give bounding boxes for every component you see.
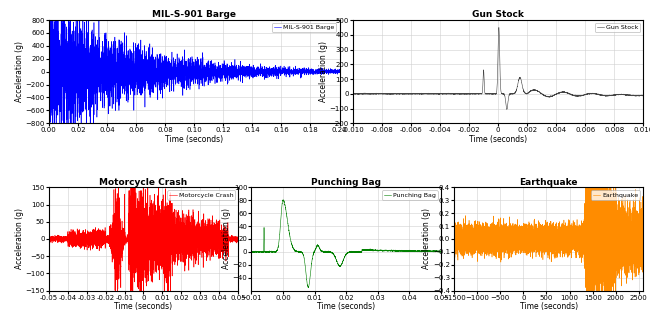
Motorcycle Crash: [79, 236, 87, 240]
X-axis label: Time (seconds): Time (seconds): [165, 135, 223, 144]
Earthquake: [584, 107, 592, 111]
MIL-S-901 Barge: [150, 82, 158, 87]
Motorcycle Crash: [187, 239, 194, 243]
Motorcycle Crash: [234, 236, 242, 240]
MIL-S-901 Barge: [261, 65, 268, 69]
Motorcycle Crash: [168, 243, 176, 247]
Motorcycle Crash: [140, 317, 148, 321]
X-axis label: Time (seconds): Time (seconds): [114, 302, 172, 311]
X-axis label: Time (seconds): Time (seconds): [317, 302, 375, 311]
Earthquake: [618, 220, 626, 224]
Legend: Earthquake: Earthquake: [591, 190, 640, 200]
Motorcycle Crash: [117, 236, 125, 240]
Earthquake: [640, 212, 647, 216]
MIL-S-901 Barge: [229, 65, 237, 69]
Title: Gun Stock: Gun Stock: [472, 10, 524, 19]
Earthquake: [450, 234, 458, 238]
Punching Bag: [413, 249, 421, 253]
Y-axis label: Acceleration (g): Acceleration (g): [318, 41, 328, 102]
Y-axis label: Acceleration (g): Acceleration (g): [222, 208, 231, 270]
Legend: MIL-S-901 Barge: MIL-S-901 Barge: [272, 23, 337, 32]
Title: Punching Bag: Punching Bag: [311, 178, 381, 187]
Line: MIL-S-901 Barge: MIL-S-901 Barge: [49, 0, 339, 186]
Gun Stock: [487, 92, 495, 96]
Motorcycle Crash: [127, 156, 135, 160]
Earthquake: [601, 244, 609, 248]
Legend: Gun Stock: Gun Stock: [595, 23, 640, 32]
Earthquake: [498, 223, 506, 227]
Line: Earthquake: Earthquake: [454, 109, 644, 334]
Motorcycle Crash: [159, 236, 166, 240]
Line: Punching Bag: Punching Bag: [252, 200, 441, 288]
Punching Bag: [434, 249, 441, 253]
Line: Motorcycle Crash: Motorcycle Crash: [49, 158, 238, 319]
Y-axis label: Acceleration (g): Acceleration (g): [422, 208, 432, 270]
MIL-S-901 Barge: [46, 184, 53, 188]
Motorcycle Crash: [201, 225, 209, 229]
Earthquake: [469, 238, 476, 242]
Gun Stock: [503, 108, 511, 112]
Gun Stock: [473, 92, 481, 96]
Punching Bag: [269, 250, 277, 254]
MIL-S-901 Barge: [217, 75, 225, 79]
Gun Stock: [630, 94, 638, 98]
Legend: Motorcycle Crash: Motorcycle Crash: [167, 190, 235, 200]
Earthquake: [632, 245, 640, 249]
Gun Stock: [616, 93, 624, 97]
Y-axis label: Acceleration (g): Acceleration (g): [15, 41, 24, 102]
Title: Motorcycle Crash: Motorcycle Crash: [99, 178, 188, 187]
Earthquake: [606, 215, 614, 219]
Gun Stock: [495, 25, 503, 29]
Punching Bag: [280, 198, 287, 202]
Gun Stock: [471, 92, 479, 96]
Gun Stock: [349, 92, 357, 96]
Line: Gun Stock: Gun Stock: [353, 27, 644, 110]
MIL-S-901 Barge: [60, 68, 68, 72]
Title: MIL-S-901 Barge: MIL-S-901 Barge: [152, 10, 236, 19]
MIL-S-901 Barge: [45, 70, 53, 74]
Motorcycle Crash: [45, 234, 53, 238]
Title: Earthquake: Earthquake: [519, 178, 578, 187]
Gun Stock: [640, 93, 647, 97]
Punching Bag: [328, 251, 336, 255]
MIL-S-901 Barge: [276, 70, 284, 74]
Gun Stock: [560, 91, 568, 95]
Punching Bag: [280, 200, 288, 204]
MIL-S-901 Barge: [335, 68, 343, 72]
Punching Bag: [248, 250, 255, 254]
Y-axis label: Acceleration (g): Acceleration (g): [15, 208, 24, 270]
X-axis label: Time (seconds): Time (seconds): [469, 135, 527, 144]
X-axis label: Time (seconds): Time (seconds): [520, 302, 578, 311]
Punching Bag: [304, 286, 312, 290]
Punching Bag: [320, 250, 328, 254]
Punching Bag: [437, 250, 445, 255]
Legend: Punching Bag: Punching Bag: [382, 190, 437, 200]
